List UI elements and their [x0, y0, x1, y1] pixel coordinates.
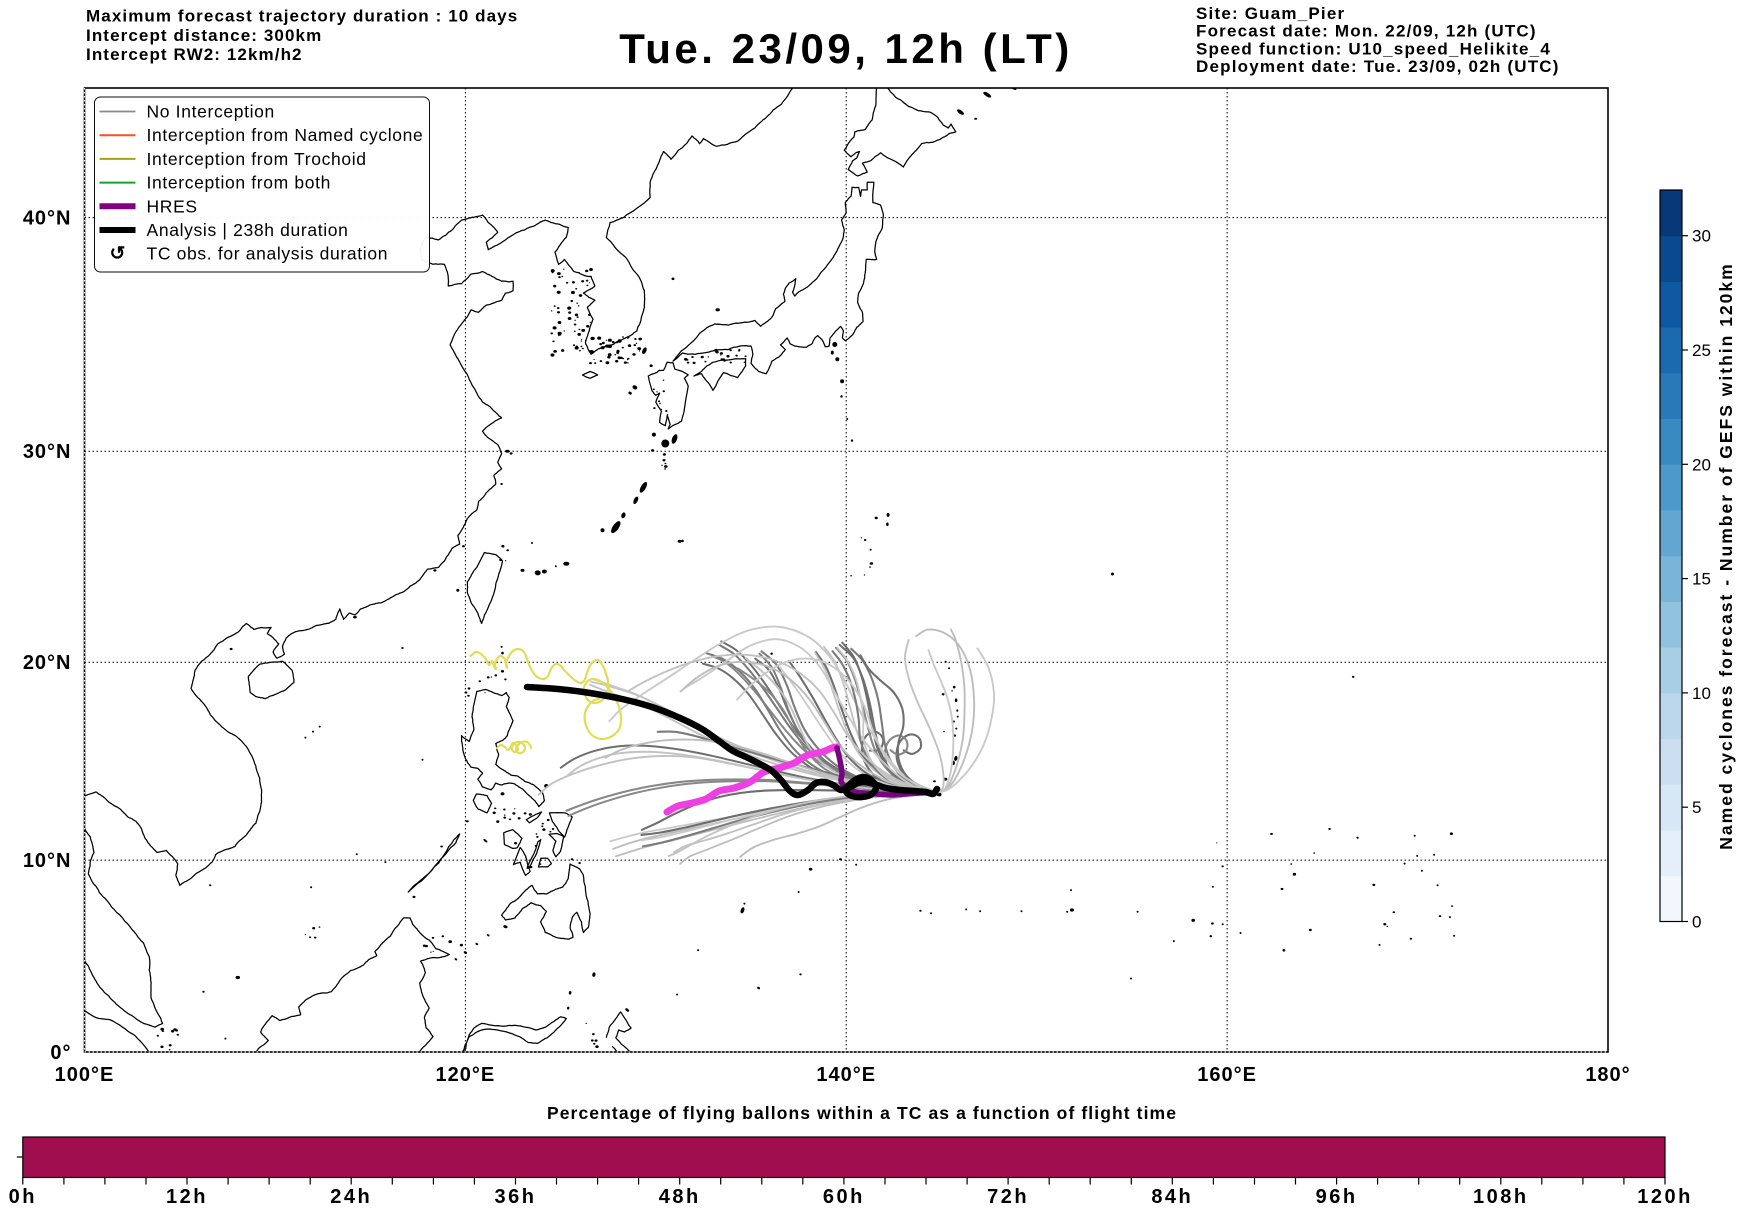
svg-text:96h: 96h: [1316, 1186, 1358, 1208]
svg-text:5: 5: [1692, 798, 1701, 817]
svg-text:15: 15: [1692, 570, 1711, 589]
svg-text:12h: 12h: [166, 1186, 208, 1208]
svg-text:Intercept distance: 300km: Intercept distance: 300km: [86, 26, 322, 45]
svg-text:10: 10: [1692, 684, 1711, 703]
svg-text:20°N: 20°N: [23, 652, 72, 674]
svg-text:0h: 0h: [9, 1186, 37, 1208]
svg-text:10°N: 10°N: [23, 850, 72, 872]
svg-text:HRES: HRES: [147, 196, 198, 216]
svg-text:30°N: 30°N: [23, 441, 72, 463]
svg-text:TC obs. for analysis duration: TC obs. for analysis duration: [147, 244, 389, 264]
svg-text:Named cyclones forecast - Numb: Named cyclones forecast - Number of GEFS…: [1716, 262, 1736, 849]
svg-text:Percentage of flying ballons w: Percentage of flying ballons within a TC…: [547, 1103, 1177, 1123]
svg-text:48h: 48h: [659, 1186, 701, 1208]
svg-text:0: 0: [1692, 913, 1701, 932]
svg-text:120°E: 120°E: [436, 1064, 496, 1086]
svg-text:36h: 36h: [495, 1186, 537, 1208]
svg-text:↺: ↺: [110, 244, 126, 265]
svg-text:30: 30: [1692, 227, 1711, 246]
svg-text:Deployment date: Tue. 23/09, 0: Deployment date: Tue. 23/09, 02h (UTC): [1196, 57, 1560, 76]
svg-text:Speed function: U10_speed_Heli: Speed function: U10_speed_Helikite_4: [1196, 39, 1551, 58]
svg-text:160°E: 160°E: [1197, 1064, 1257, 1086]
svg-text:84h: 84h: [1151, 1186, 1193, 1208]
svg-text:100°E: 100°E: [55, 1064, 115, 1086]
svg-text:Interception from Named cyclon: Interception from Named cyclone: [147, 125, 424, 145]
svg-text:No Interception: No Interception: [147, 102, 275, 122]
svg-text:40°N: 40°N: [23, 208, 72, 230]
svg-text:140°E: 140°E: [816, 1064, 876, 1086]
svg-text:20: 20: [1692, 455, 1711, 474]
svg-text:180°: 180°: [1585, 1064, 1630, 1086]
svg-text:0°: 0°: [50, 1042, 71, 1064]
svg-text:108h: 108h: [1473, 1186, 1529, 1208]
svg-text:60h: 60h: [823, 1186, 865, 1208]
svg-text:120h: 120h: [1637, 1186, 1693, 1208]
svg-text:Forecast date: Mon. 22/09, 12h: Forecast date: Mon. 22/09, 12h (UTC): [1196, 22, 1537, 41]
svg-text:Intercept RW2: 12km/h2: Intercept RW2: 12km/h2: [86, 45, 303, 64]
svg-text:Interception from Trochoid: Interception from Trochoid: [147, 149, 367, 169]
svg-text:Tue. 23/09, 12h (LT): Tue. 23/09, 12h (LT): [619, 25, 1073, 72]
svg-text:Interception from both: Interception from both: [147, 173, 332, 193]
svg-text:Maximum forecast trajectory du: Maximum forecast trajectory duration : 1…: [86, 7, 518, 26]
svg-text:72h: 72h: [987, 1186, 1029, 1208]
svg-text:25: 25: [1692, 341, 1711, 360]
svg-text:24h: 24h: [330, 1186, 372, 1208]
svg-text:Analysis | 238h duration: Analysis | 238h duration: [147, 220, 349, 240]
svg-text:Site: Guam_Pier: Site: Guam_Pier: [1196, 4, 1345, 23]
